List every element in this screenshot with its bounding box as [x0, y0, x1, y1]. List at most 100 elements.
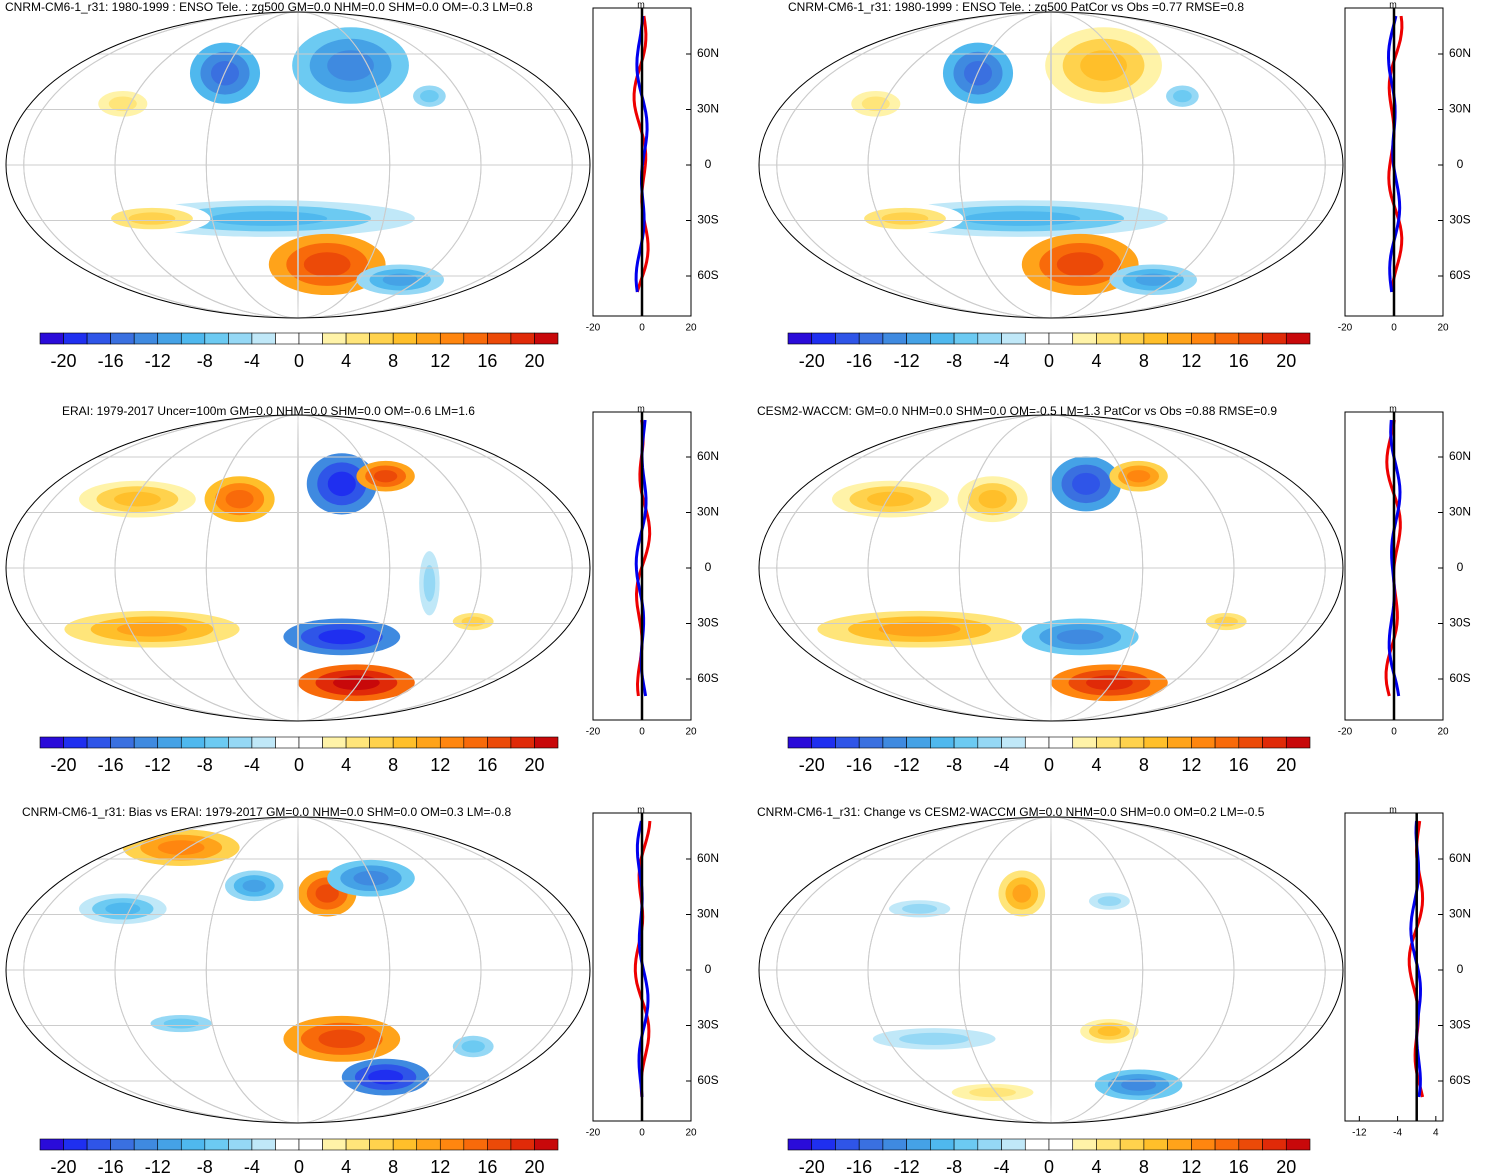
contour-fill [881, 212, 929, 225]
colorbar-tick-label: 4 [341, 1157, 351, 1173]
profile-tick-label: 20 [685, 323, 697, 334]
colorbar-box [858, 1138, 884, 1151]
colorbar-box [1191, 736, 1216, 749]
map [6, 415, 590, 721]
colorbar-tick-label: 16 [477, 351, 497, 371]
colorbar-box [1238, 332, 1263, 345]
colorbar-box [1262, 1138, 1287, 1151]
colorbar-box [1048, 1138, 1074, 1151]
colorbar-tick-label: 8 [388, 1157, 398, 1173]
colorbar-box [1119, 1138, 1145, 1151]
colorbar-box [858, 736, 884, 749]
colorbar-tick-label: -12 [894, 1157, 920, 1173]
colorbar-box [1167, 736, 1192, 749]
graticule [114, 817, 482, 1123]
lat-label: 30N [697, 102, 719, 116]
colorbar-box [1238, 736, 1263, 749]
colorbar-tick-label: -8 [946, 1157, 962, 1173]
map [6, 817, 590, 1123]
lat-label: 60N [697, 851, 719, 865]
graticule [297, 12, 299, 318]
colorbar-box [1214, 736, 1240, 749]
profile-frame [1344, 812, 1444, 1122]
map-border [5, 816, 591, 1124]
colorbar-box [977, 1138, 1002, 1151]
profile-unit: m [1389, 403, 1397, 413]
colorbar-box [1262, 736, 1287, 749]
contour-fill [1126, 470, 1151, 483]
graticule [205, 817, 391, 1123]
contour-fill [1056, 629, 1104, 645]
colorbar-tick-label: 4 [1091, 1157, 1101, 1173]
contour-fill [108, 96, 137, 112]
profile-tick-label: 20 [685, 727, 697, 738]
profile-unit: m [1389, 0, 1397, 9]
colorbar-box [1072, 1138, 1097, 1151]
contour-fill [382, 273, 418, 286]
profile-tick-label: 0 [1391, 323, 1397, 334]
contour-fill [116, 621, 188, 637]
map [759, 817, 1343, 1123]
graticule [1050, 415, 1052, 721]
colorbar-box [86, 1138, 111, 1151]
colorbar-box [1285, 332, 1311, 345]
colorbar-tick-label: -12 [894, 755, 920, 775]
colorbar-box [1238, 1138, 1263, 1151]
colorbar-tick-label: 16 [477, 755, 497, 775]
colorbar-box [487, 736, 512, 749]
colorbar-box [811, 736, 836, 749]
contour-fill [1080, 50, 1127, 81]
contour-fill [225, 489, 254, 509]
contour-fill [318, 629, 366, 645]
colorbar-box [204, 1138, 229, 1151]
contour-fill [157, 840, 205, 855]
contour-fill [163, 1018, 199, 1029]
colorbar-tick-label: -20 [51, 755, 77, 775]
colorbar-box [1262, 332, 1287, 345]
contour-fill [210, 211, 328, 226]
contour-fill [105, 902, 141, 915]
lat-label: 60N [697, 46, 719, 60]
colorbar-box [39, 736, 64, 749]
lat-label: 30N [697, 505, 719, 519]
colorbar-box [86, 332, 111, 345]
colorbar-box [534, 332, 559, 345]
colorbar-tick-label: -8 [197, 351, 213, 371]
colorbar-tick-label: -16 [846, 1157, 872, 1173]
colorbar-box [930, 736, 955, 749]
colorbar-box [906, 1138, 931, 1151]
colorbar-tick-label: -4 [994, 755, 1010, 775]
colorbar-box [251, 332, 276, 345]
colorbar-box [1024, 736, 1050, 749]
graticule [114, 12, 482, 318]
colorbar-tick-label: -20 [51, 1157, 77, 1173]
panel-title: CNRM-CM6-1_r31: Change vs CESM2-WACCM GM… [757, 805, 1265, 819]
profile-tick-label: -20 [1338, 323, 1353, 334]
graticule [23, 817, 573, 1123]
map [6, 12, 590, 318]
graticule [958, 12, 1144, 318]
colorbar-box [180, 1138, 206, 1151]
colorbar-box [510, 332, 535, 345]
lat-label: 60S [697, 268, 718, 282]
contour-fill [420, 90, 439, 103]
profile-tick-label: -12 [1352, 1128, 1367, 1139]
colorbar-tick-label: -16 [98, 351, 124, 371]
colorbar-box [369, 1138, 394, 1151]
colorbar-box [133, 1138, 159, 1151]
contour-fill [902, 903, 938, 914]
colorbar-box [275, 1138, 300, 1151]
colorbar-box [811, 332, 836, 345]
colorbar-box [1096, 332, 1121, 345]
contour-fill [1056, 252, 1104, 277]
colorbar-box [1024, 332, 1050, 345]
colorbar-tick-label: 12 [430, 755, 450, 775]
contour-fill [867, 491, 914, 507]
contour-fill [242, 879, 266, 892]
colorbar-box [439, 1138, 465, 1151]
colorbar-tick-label: -20 [799, 755, 825, 775]
contour-fill [318, 1029, 366, 1049]
colorbar-box [1048, 736, 1074, 749]
colorbar-box [416, 1138, 441, 1151]
lat-label: 30N [697, 907, 719, 921]
